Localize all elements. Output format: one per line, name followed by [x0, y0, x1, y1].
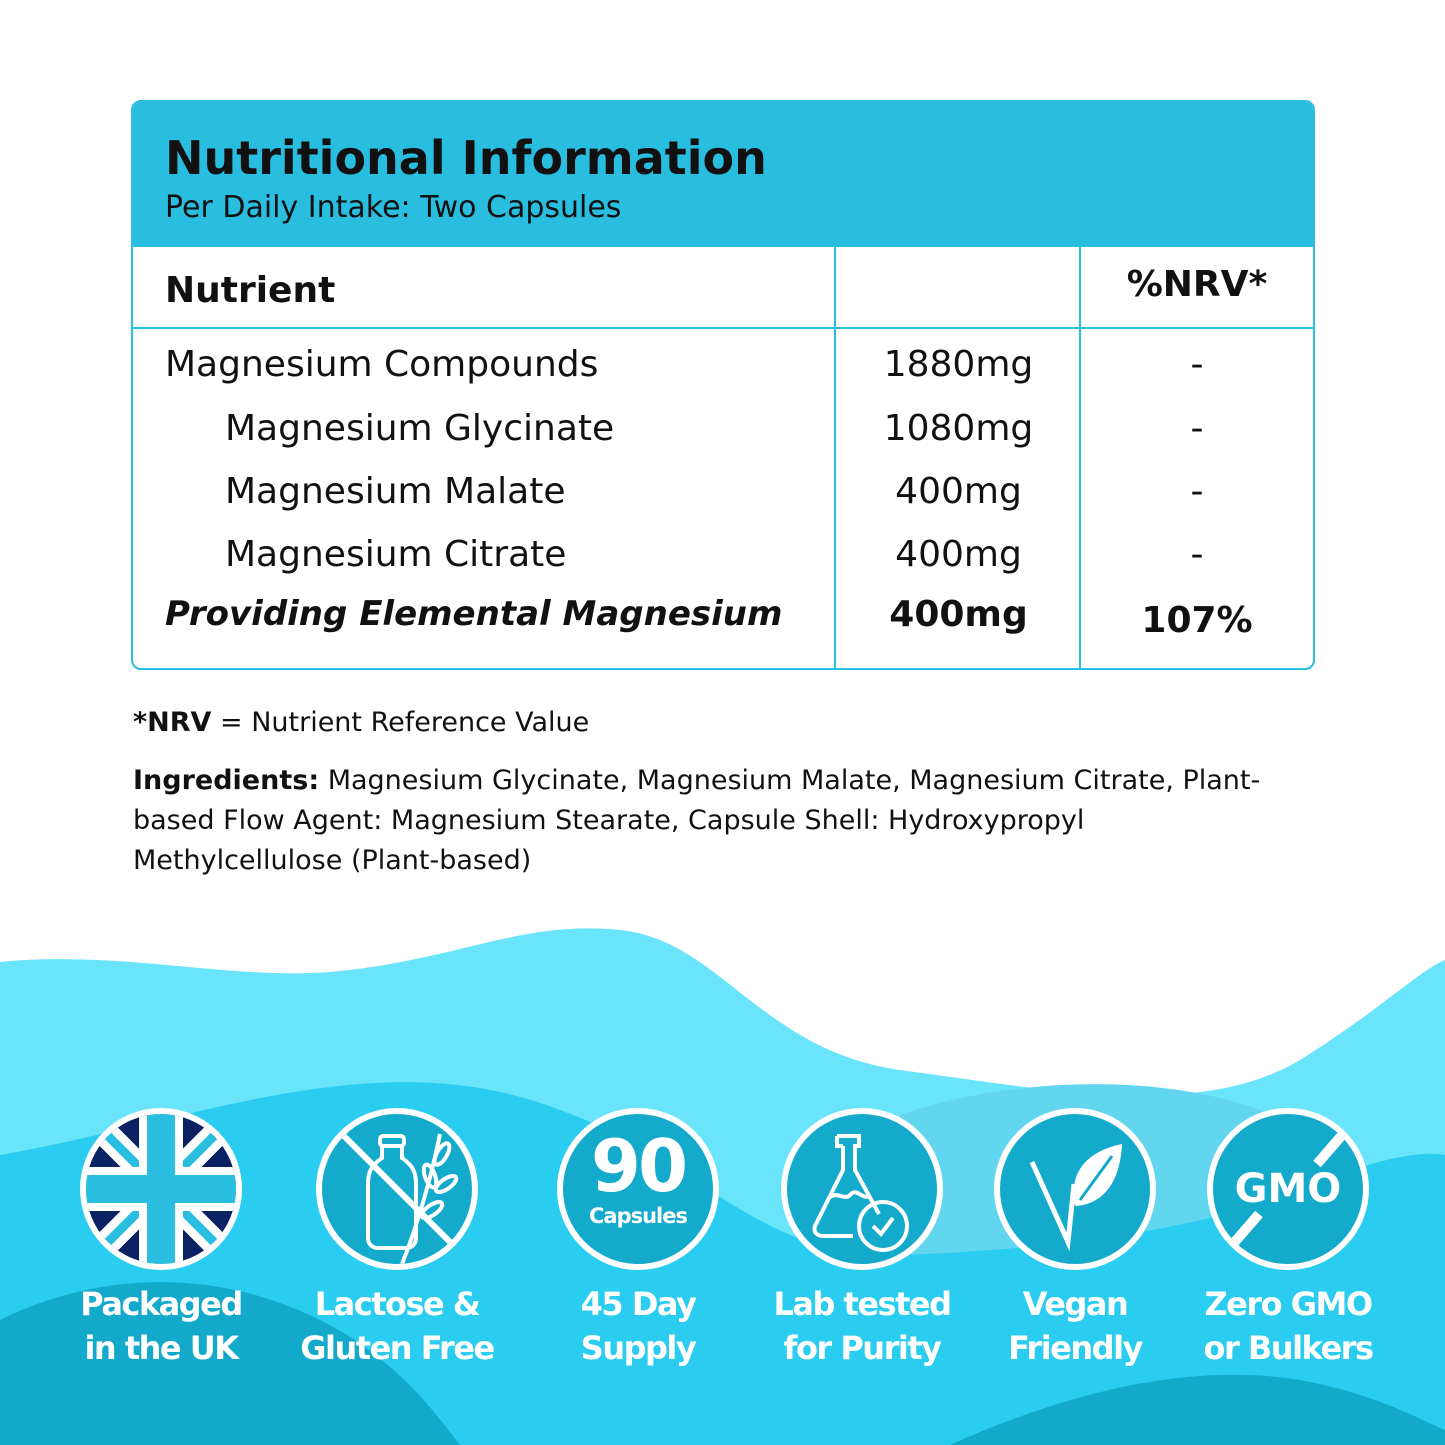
table-row-total: Providing Elemental Magnesium 400mg 107%	[133, 594, 1313, 654]
notes: *NRV = Nutrient Reference Value Ingredie…	[133, 703, 1283, 899]
table-row: Magnesium Citrate 400mg -	[133, 534, 1313, 594]
nutrient-name: Providing Elemental Magnesium	[165, 594, 783, 634]
nutrient-name: Magnesium Glycinate	[225, 408, 615, 449]
header-nutrient: Nutrient	[165, 270, 336, 311]
nutrient-amount: 400mg	[895, 534, 1022, 575]
badge-lactose-gluten-free: Lactose & Gluten Free	[277, 1108, 517, 1370]
capsule-unit: Capsules	[588, 1204, 688, 1228]
nutrient-nrv: 107%	[1141, 600, 1253, 641]
gmo-text: GMO	[1234, 1166, 1342, 1212]
no-gmo-icon: GMO	[1207, 1108, 1369, 1270]
nrv-definition: = Nutrient Reference Value	[211, 707, 590, 738]
badge-45-day-supply: 90 Capsules 45 Day Supply	[518, 1108, 758, 1370]
ingredients: Ingredients: Magnesium Glycinate, Magnes…	[133, 761, 1283, 881]
badge-vegan: Vegan Friendly	[955, 1108, 1195, 1370]
nrv-abbr: *NRV	[133, 707, 212, 738]
table-row: Magnesium Glycinate 1080mg -	[133, 408, 1313, 468]
header-divider	[133, 327, 1313, 329]
badge-zero-gmo: GMO Zero GMO or Bulkers	[1168, 1108, 1408, 1370]
panel-subtitle: Per Daily Intake: Two Capsules	[165, 190, 622, 225]
badge-packaged-uk: Packaged in the UK	[41, 1108, 281, 1370]
nutrition-panel: Nutritional Information Per Daily Intake…	[131, 100, 1315, 670]
table-row: Magnesium Malate 400mg -	[133, 471, 1313, 531]
nutrient-name: Magnesium Malate	[225, 471, 566, 512]
badge-label: Zero GMO or Bulkers	[1203, 1285, 1375, 1367]
nutrient-nrv: -	[1190, 344, 1204, 385]
nutrient-amount: 1080mg	[883, 408, 1034, 449]
badge-label: Packaged in the UK	[80, 1285, 243, 1367]
table-row: Magnesium Compounds 1880mg -	[133, 344, 1313, 404]
panel-header: Nutritional Information Per Daily Intake…	[133, 102, 1313, 247]
vegan-leaf-icon	[994, 1108, 1156, 1270]
ingredients-text: Magnesium Glycinate, Magnesium Malate, M…	[133, 765, 1261, 876]
nutrient-nrv: -	[1190, 534, 1204, 575]
nutrient-nrv: -	[1190, 471, 1204, 512]
badge-label: Vegan Friendly	[1008, 1285, 1143, 1367]
badge-label: Lab tested for Purity	[773, 1285, 952, 1367]
column-divider	[1079, 247, 1081, 668]
capsule-count-icon: 90 Capsules	[557, 1108, 719, 1270]
nutrient-amount: 400mg	[895, 471, 1022, 512]
header-nrv: %NRV*	[1126, 264, 1268, 305]
nrv-footnote: *NRV = Nutrient Reference Value	[133, 703, 1283, 743]
lab-flask-check-icon	[781, 1108, 943, 1270]
badge-lab-tested: Lab tested for Purity	[742, 1108, 982, 1370]
nutrient-amount: 1880mg	[883, 344, 1034, 385]
panel-title: Nutritional Information	[165, 131, 767, 185]
badge-label: 45 Day Supply	[580, 1285, 697, 1367]
capsule-count: 90	[590, 1124, 688, 1208]
nutrient-name: Magnesium Compounds	[165, 344, 599, 385]
nutrient-nrv: -	[1190, 408, 1204, 449]
column-divider	[834, 247, 836, 668]
no-lactose-gluten-icon	[316, 1108, 478, 1270]
uk-flag-icon	[80, 1108, 242, 1270]
nutrient-name: Magnesium Citrate	[225, 534, 567, 575]
badge-label: Lactose & Gluten Free	[300, 1285, 495, 1367]
ingredients-label: Ingredients:	[133, 765, 320, 796]
nutrient-amount: 400mg	[889, 594, 1028, 635]
